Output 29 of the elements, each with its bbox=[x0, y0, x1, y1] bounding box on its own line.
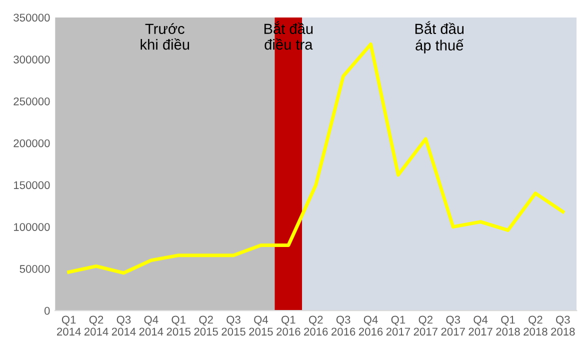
y-tick-label: 100000 bbox=[14, 223, 50, 231]
x-tick-label: Q3 2014 bbox=[112, 316, 136, 336]
x-tick-label: Q2 2015 bbox=[194, 316, 218, 336]
x-tick-label: Q3 2015 bbox=[222, 316, 246, 336]
band-label: Trước khi điều bbox=[140, 23, 190, 50]
y-tick-label: 350000 bbox=[14, 14, 50, 22]
band-label: Bắt đầu áp thuế bbox=[415, 21, 464, 54]
y-tick-label: 0 bbox=[44, 306, 50, 315]
y-tick-label: 300000 bbox=[14, 56, 50, 64]
y-tick-label: 50000 bbox=[20, 264, 50, 273]
x-tick-label: Q1 2017 bbox=[386, 316, 410, 336]
x-tick-label: Q4 2016 bbox=[358, 316, 383, 336]
x-tick-label: Q2 2016 bbox=[304, 316, 328, 336]
x-tick-label: Q2 2014 bbox=[84, 316, 108, 336]
x-tick-label: Q4 2015 bbox=[249, 316, 273, 336]
x-tick-label: Q3 2016 bbox=[332, 316, 356, 336]
x-tick-label: Q1 2018 bbox=[496, 316, 520, 336]
y-tick-label: 200000 bbox=[14, 139, 50, 148]
x-tick-label: Q3 2017 bbox=[441, 316, 465, 336]
x-tick-label: Q3 2018 bbox=[551, 316, 575, 336]
x-tick-label: Q1 2014 bbox=[57, 316, 81, 336]
y-tick-label: 250000 bbox=[14, 97, 50, 106]
x-tick-label: Q1 2015 bbox=[166, 316, 190, 336]
x-tick-label: Q1 2016 bbox=[276, 316, 300, 336]
x-tick-label: Q2 2018 bbox=[524, 316, 548, 336]
x-tick-label: Q4 2017 bbox=[468, 316, 492, 336]
y-tick-label: 150000 bbox=[14, 181, 50, 190]
x-tick-label: Q2 2017 bbox=[414, 316, 438, 336]
x-tick-label: Q4 2014 bbox=[139, 316, 164, 336]
